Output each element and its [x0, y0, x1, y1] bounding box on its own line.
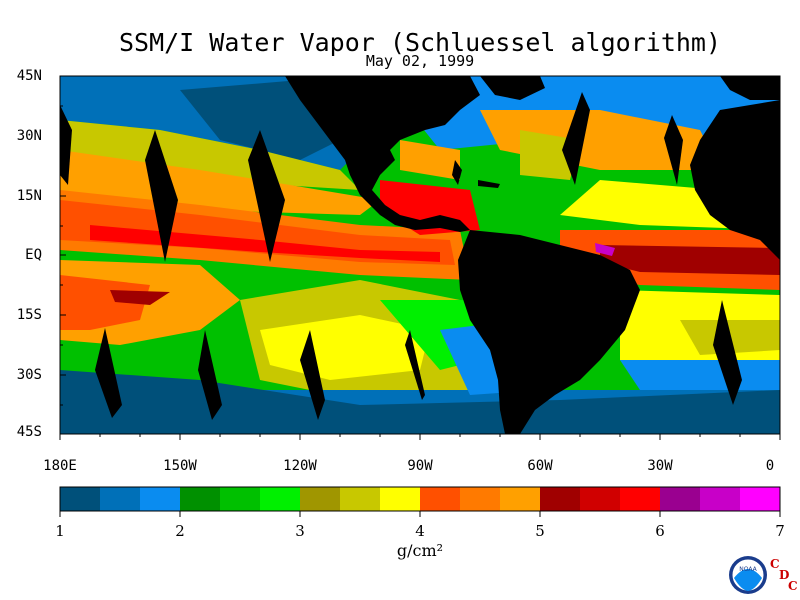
noaa-logo-text: NOAA [739, 566, 757, 573]
colorbar-tick-label: 2 [175, 522, 185, 540]
colorbar-tick-label: 6 [655, 522, 665, 540]
colorbar-tick-label: 3 [295, 522, 305, 540]
y-tick-label: 15S [16, 307, 42, 323]
map-title: SSM/I Water Vapor (Schluessel algorithm) [118, 28, 722, 57]
colorbar-swatch [740, 487, 781, 511]
map-date: May 02, 1999 [365, 52, 475, 70]
y-tick-label: 30S [16, 367, 42, 383]
y-tick-label: EQ [25, 247, 42, 263]
colorbar-swatch [100, 487, 141, 511]
y-axis-ticks [60, 75, 66, 435]
x-tick-label: 120W [283, 458, 317, 474]
colorbar-swatch [460, 487, 501, 511]
colorbar-tick-label: 1 [55, 522, 65, 540]
colorbar [60, 487, 781, 511]
x-tick-label: 0 [765, 458, 775, 474]
x-axis-ticks [59, 434, 781, 440]
colorbar-ticks [59, 511, 781, 517]
colorbar-tick-label: 5 [535, 522, 545, 540]
cdc-letter: D [779, 568, 790, 582]
colorbar-swatch [140, 487, 181, 511]
colorbar-swatch [380, 487, 421, 511]
x-tick-label: 90W [407, 458, 433, 474]
colorbar-tick-label: 4 [415, 522, 425, 540]
colorbar-swatch [300, 487, 341, 511]
colorbar-swatch [540, 487, 581, 511]
colorbar-swatch [660, 487, 701, 511]
colorbar-swatch [580, 487, 621, 511]
colorbar-swatch [260, 487, 301, 511]
x-tick-label: 150W [163, 458, 197, 474]
cdc-letter: C [788, 579, 798, 593]
swath-gaps [60, 92, 742, 420]
land-masses [285, 76, 780, 434]
y-tick-label: 30N [16, 128, 42, 144]
colorbar-swatch [420, 487, 461, 511]
colorbar-tick-label: 7 [775, 522, 785, 540]
colorbar-swatch [220, 487, 261, 511]
y-tick-label: 15N [16, 188, 42, 204]
colorbar-swatch [620, 487, 661, 511]
x-tick-label: 30W [647, 458, 673, 474]
noaa-logo: NOAA [729, 556, 767, 594]
colorbar-swatch [700, 487, 741, 511]
colorbar-unit: g/cm² [396, 541, 444, 560]
colorbar-swatch [340, 487, 381, 511]
colorbar-swatch [500, 487, 541, 511]
y-tick-label: 45N [16, 68, 42, 84]
colorbar-swatch [180, 487, 221, 511]
cdc-letter: C [770, 557, 780, 571]
colorbar-swatch [60, 487, 101, 511]
y-tick-label: 45S [16, 424, 42, 440]
noaa-gull-icon [734, 569, 762, 591]
x-tick-label: 180E [43, 458, 77, 474]
x-tick-label: 60W [527, 458, 553, 474]
